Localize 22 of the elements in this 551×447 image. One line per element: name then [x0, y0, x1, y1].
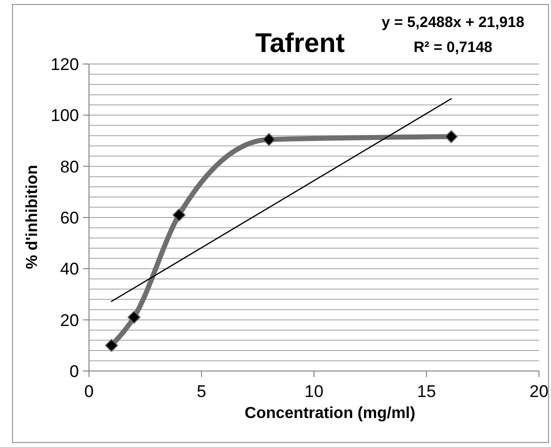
y-tick-label: 20 [60, 310, 79, 330]
point [172, 208, 186, 222]
y-tick-label: 40 [60, 260, 79, 279]
point [105, 338, 118, 352]
text: y = 5,2488x + 21,918 [380, 13, 526, 33]
text: R² = 0,7148 [412, 38, 494, 58]
point [444, 130, 458, 144]
y-tick-label: 120 [50, 55, 79, 74]
chart-title: Tafrent [255, 28, 345, 58]
x-tick-label: 15 [417, 382, 436, 402]
y-tick-label: 100 [50, 106, 79, 126]
y-axis-title: % d'inhibition [24, 164, 42, 270]
x-tick-label: 0 [84, 382, 94, 402]
point [128, 310, 140, 324]
x-tick-label: 10 [304, 382, 324, 402]
y-tick-label: 80 [60, 157, 79, 176]
y-tick-label: 0 [70, 362, 79, 381]
x-tick-label: 20 [530, 382, 548, 402]
point [262, 132, 276, 146]
x-axis-title: Concentration (mg/ml) [244, 405, 416, 423]
x-tick-label: 5 [196, 382, 206, 402]
y-tick-label: 60 [60, 208, 79, 228]
